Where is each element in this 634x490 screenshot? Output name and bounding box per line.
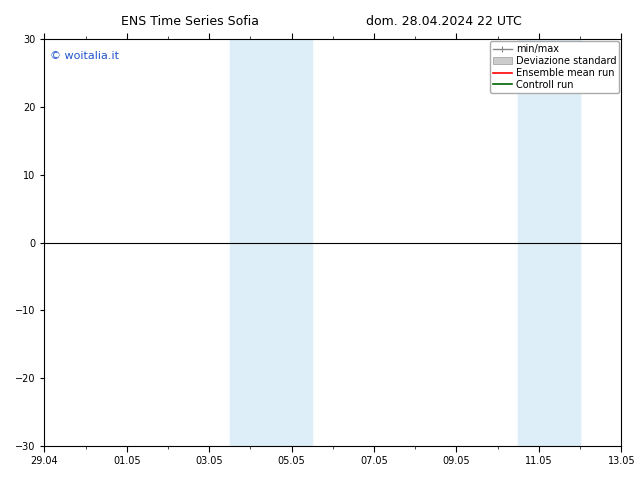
Bar [230,39,312,446]
Bar [518,39,580,446]
Text: © woitalia.it: © woitalia.it [50,51,119,61]
Legend: min/max, Deviazione standard, Ensemble mean run, Controll run: min/max, Deviazione standard, Ensemble m… [489,41,619,93]
Text: ENS Time Series Sofia: ENS Time Series Sofia [121,15,259,28]
Text: dom. 28.04.2024 22 UTC: dom. 28.04.2024 22 UTC [366,15,522,28]
